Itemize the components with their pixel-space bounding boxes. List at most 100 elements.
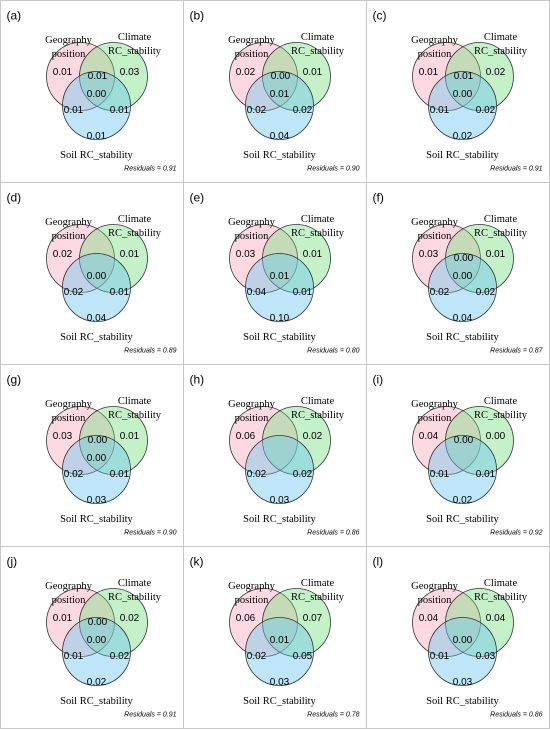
set-label: Geography bbox=[411, 581, 458, 592]
region-value: 0.01 bbox=[53, 67, 73, 78]
set-label: Soil RC_stability bbox=[426, 696, 499, 707]
set-label: Soil RC_stability bbox=[243, 514, 316, 525]
region-value: 0.01 bbox=[88, 71, 108, 82]
region-value: 0.00 bbox=[454, 253, 474, 264]
soil-circle bbox=[428, 435, 497, 504]
venn-panel: (c) Geography position Climate RC_stability S… bbox=[366, 0, 550, 183]
set-label: Climate bbox=[484, 396, 518, 407]
set-label: position bbox=[418, 49, 453, 60]
residuals: Residuals = 0.78 bbox=[307, 711, 359, 718]
set-label: RC_stability bbox=[291, 410, 345, 421]
set-label: Climate bbox=[301, 214, 335, 225]
region-value: 0.02 bbox=[476, 105, 496, 116]
set-label: RC_stability bbox=[108, 410, 162, 421]
region-value: 0.03 bbox=[236, 249, 256, 260]
region-value: 0.02 bbox=[120, 613, 140, 624]
region-value: 0.00 bbox=[486, 431, 506, 442]
region-value: 0.01 bbox=[430, 105, 450, 116]
panel-label: (c) bbox=[373, 9, 387, 23]
set-label: RC_stability bbox=[474, 228, 528, 239]
set-label: Climate bbox=[301, 578, 335, 589]
climate-circle bbox=[445, 406, 514, 475]
region-value: 0.02 bbox=[247, 105, 267, 116]
set-label: Climate bbox=[484, 578, 518, 589]
soil-circle bbox=[62, 617, 131, 686]
region-value: 0.03 bbox=[419, 249, 439, 260]
set-label: Soil RC_stability bbox=[60, 150, 133, 161]
region-value: 0.02 bbox=[64, 287, 84, 298]
set-label: Climate bbox=[301, 32, 335, 43]
set-label: Soil RC_stability bbox=[243, 696, 316, 707]
region-value: 0.01 bbox=[303, 67, 323, 78]
set-label: Soil RC_stability bbox=[426, 150, 499, 161]
climate-circle bbox=[445, 224, 514, 293]
soil-circle bbox=[428, 71, 497, 140]
region-value: 0.00 bbox=[454, 435, 474, 446]
residuals: Residuals = 0.90 bbox=[307, 165, 359, 172]
panel-label: (l) bbox=[373, 555, 384, 569]
region-value: 0.00 bbox=[87, 453, 107, 464]
region-value: 0.01 bbox=[270, 89, 290, 100]
region-value: 0.04 bbox=[419, 613, 439, 624]
set-label: position bbox=[52, 595, 87, 606]
region-value: 0.01 bbox=[87, 131, 107, 142]
set-label: Soil RC_stability bbox=[243, 332, 316, 343]
set-label: Geography bbox=[45, 581, 92, 592]
panel-label: (j) bbox=[7, 555, 18, 569]
venn-panel: (g) Geography position Climate RC_stability S… bbox=[0, 364, 184, 547]
region-value: 0.01 bbox=[110, 105, 130, 116]
region-value: 0.02 bbox=[430, 287, 450, 298]
residuals: Residuals = 0.90 bbox=[124, 529, 176, 536]
region-value: 0.03 bbox=[270, 677, 290, 688]
set-label: Climate bbox=[118, 396, 152, 407]
set-label: Climate bbox=[484, 214, 518, 225]
set-label: position bbox=[52, 49, 87, 60]
venn-panel: (k) Geography position Climate RC_stability S… bbox=[183, 546, 367, 729]
set-label: Soil RC_stability bbox=[60, 514, 133, 525]
region-value: 0.02 bbox=[64, 469, 84, 480]
region-value: 0.04 bbox=[247, 287, 267, 298]
venn-panel: (a) Geography position Climate RC_stability S… bbox=[0, 0, 184, 183]
region-value: 0.03 bbox=[120, 67, 140, 78]
climate-circle bbox=[445, 588, 514, 657]
set-label: Soil RC_stability bbox=[426, 514, 499, 525]
region-value: 0.01 bbox=[120, 249, 140, 260]
region-value: 0.01 bbox=[110, 469, 130, 480]
region-value: 0.02 bbox=[87, 677, 107, 688]
soil-circle bbox=[245, 253, 314, 322]
set-label: RC_stability bbox=[291, 592, 345, 603]
soil-circle bbox=[62, 253, 131, 322]
venn-panel: (e) Geography position Climate RC_stability S… bbox=[183, 182, 367, 365]
set-label: Geography bbox=[411, 399, 458, 410]
set-label: position bbox=[418, 231, 453, 242]
panel-label: (k) bbox=[190, 555, 204, 569]
set-label: position bbox=[235, 413, 270, 424]
set-label: Geography bbox=[411, 35, 458, 46]
region-value: 0.01 bbox=[120, 431, 140, 442]
region-value: 0.00 bbox=[87, 635, 107, 646]
region-value: 0.10 bbox=[270, 313, 290, 324]
panel-label: (d) bbox=[7, 191, 22, 205]
region-value: 0.02 bbox=[247, 469, 267, 480]
region-value: 0.01 bbox=[270, 271, 290, 282]
set-label: position bbox=[418, 595, 453, 606]
residuals: Residuals = 0.86 bbox=[490, 711, 542, 718]
set-label: Geography bbox=[228, 581, 275, 592]
region-value: 0.03 bbox=[453, 677, 473, 688]
venn-panel: (h) Geography position Climate RC_stability S… bbox=[183, 364, 367, 547]
panel-label: (e) bbox=[190, 191, 205, 205]
set-label: RC_stability bbox=[474, 46, 528, 57]
climate-circle bbox=[262, 406, 331, 475]
panel-label: (i) bbox=[373, 373, 384, 387]
set-label: Soil RC_stability bbox=[426, 332, 499, 343]
venn-panel: (f) Geography position Climate RC_stability S… bbox=[366, 182, 550, 365]
set-label: RC_stability bbox=[291, 228, 345, 239]
set-label: position bbox=[235, 49, 270, 60]
climate-circle bbox=[79, 42, 148, 111]
set-label: position bbox=[235, 231, 270, 242]
set-label: Geography bbox=[45, 217, 92, 228]
region-value: 0.01 bbox=[486, 249, 506, 260]
climate-circle bbox=[79, 588, 148, 657]
region-value: 0.00 bbox=[453, 271, 473, 282]
